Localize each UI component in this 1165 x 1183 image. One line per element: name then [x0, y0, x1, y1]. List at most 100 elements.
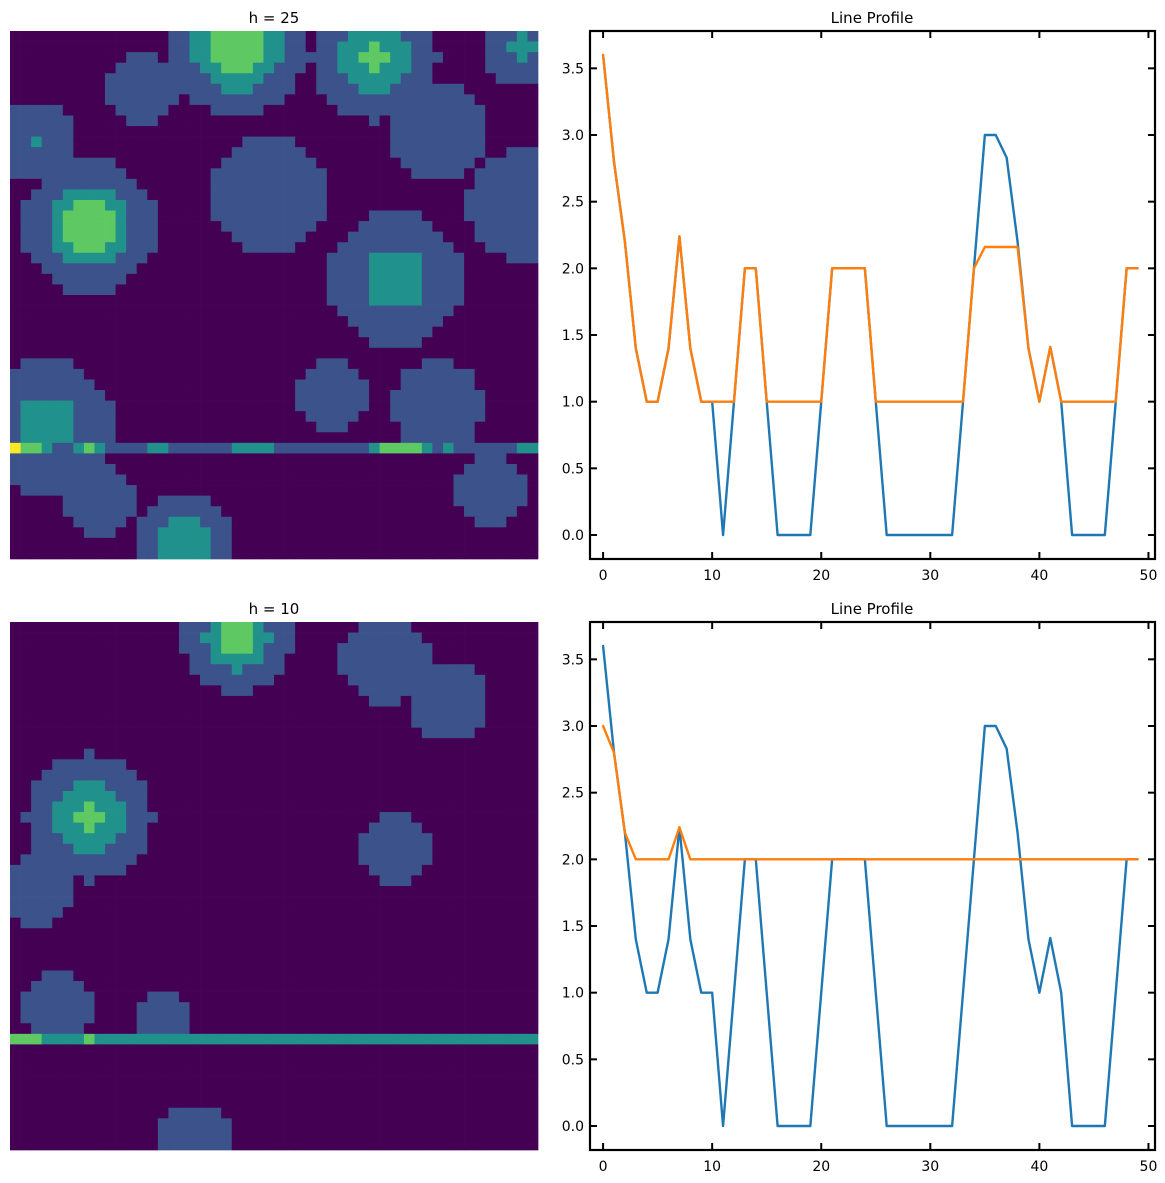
heatmap-cell — [263, 695, 275, 707]
heatmap-cell — [442, 685, 454, 697]
heatmap-cell — [400, 126, 412, 137]
heatmap-cell — [178, 822, 190, 834]
heatmap-cell — [516, 896, 528, 908]
heatmap-cell — [390, 622, 402, 633]
heatmap-cell — [274, 1097, 285, 1109]
heatmap-cell — [62, 516, 74, 528]
heatmap-cell — [453, 453, 465, 465]
heatmap-cell — [221, 991, 233, 1003]
heatmap-cell — [126, 632, 138, 644]
heatmap-cell — [442, 632, 454, 644]
heatmap-cell — [432, 790, 444, 802]
heatmap-cell — [210, 485, 222, 496]
heatmap-cell — [369, 1076, 380, 1087]
heatmap-cell — [516, 854, 528, 866]
heatmap-cell — [41, 189, 53, 201]
heatmap-cell — [31, 981, 43, 992]
heatmap-cell — [20, 126, 32, 137]
heatmap-cell — [168, 189, 180, 201]
heatmap-cell — [263, 854, 275, 866]
heatmap-cell — [10, 199, 21, 211]
heatmap-cell — [527, 537, 539, 549]
heatmap-cell — [10, 506, 21, 518]
heatmap-cell — [442, 379, 454, 391]
heatmap-cell — [474, 295, 486, 306]
heatmap-cell — [52, 326, 64, 338]
heatmap-cell — [115, 31, 127, 42]
heatmap-cell — [83, 1086, 95, 1098]
heatmap-cell — [147, 337, 159, 349]
heatmap-cell — [147, 1012, 159, 1024]
heatmap-cell — [62, 411, 74, 423]
heatmap-cell — [83, 643, 95, 655]
profile-row-cell — [390, 1033, 402, 1045]
heatmap-cell — [136, 706, 148, 718]
heatmap-cell — [242, 1065, 254, 1077]
heatmap-cell — [105, 527, 116, 539]
heatmap-cell — [379, 210, 391, 222]
heatmap-cell — [506, 991, 518, 1003]
heatmap-cell — [115, 305, 127, 317]
heatmap-cell — [41, 147, 53, 159]
heatmap-cell — [178, 886, 190, 897]
heatmap-cell — [10, 896, 21, 908]
heatmap-cell — [506, 664, 518, 676]
heatmap-cell — [274, 959, 285, 971]
heatmap-cell — [263, 516, 275, 528]
heatmap-cell — [73, 326, 85, 338]
heatmap-cell — [94, 326, 106, 338]
heatmap-cell — [274, 495, 285, 507]
heatmap-cell — [94, 959, 106, 971]
heatmap-cell — [136, 1054, 148, 1066]
heatmap-cell — [231, 886, 243, 897]
heatmap-cell — [411, 548, 423, 560]
heatmap-cell — [495, 31, 507, 42]
profile-row-cell — [200, 442, 211, 454]
heatmap-cell — [400, 411, 412, 423]
heatmap-cell — [337, 516, 349, 528]
heatmap-cell — [73, 126, 85, 137]
heatmap-cell — [252, 917, 264, 929]
heatmap-cell — [485, 421, 497, 433]
heatmap-cell — [221, 1107, 233, 1119]
heatmap-cell — [379, 1023, 391, 1035]
heatmap-cell — [136, 284, 148, 296]
heatmap-cell — [126, 168, 138, 180]
heatmap-cell — [305, 706, 317, 718]
heatmap-cell — [105, 1097, 116, 1109]
heatmap-cell — [20, 252, 32, 264]
heatmap-cell — [52, 632, 64, 644]
heatmap-cell — [231, 189, 243, 201]
heatmap-cell — [326, 1002, 338, 1014]
heatmap-cell — [231, 949, 243, 961]
heatmap-cell — [31, 231, 43, 243]
heatmap-cell — [442, 358, 454, 370]
heatmap-cell — [485, 284, 497, 296]
heatmap-cell — [464, 62, 475, 74]
heatmap-cell — [337, 474, 349, 486]
heatmap-cell — [506, 178, 518, 190]
heatmap-cell — [200, 104, 211, 116]
x-tick-label: 10 — [703, 568, 721, 584]
heatmap-cell — [442, 463, 454, 475]
heatmap-cell — [305, 62, 317, 74]
heatmap-cell — [210, 706, 222, 718]
heatmap-cell — [10, 727, 21, 739]
heatmap-cell — [442, 759, 454, 771]
heatmap-cell — [62, 1097, 74, 1109]
heatmap-cell — [73, 168, 85, 180]
heatmap-cell — [527, 368, 539, 380]
heatmap-cell — [358, 147, 370, 159]
heatmap-cell — [178, 938, 190, 950]
heatmap-cell — [73, 421, 85, 433]
heatmap-cell — [337, 959, 349, 971]
heatmap-cell — [10, 717, 21, 728]
heatmap-cell — [453, 31, 465, 42]
heatmap-cell — [200, 727, 211, 739]
heatmap-cell — [252, 506, 264, 518]
heatmap-cell — [358, 358, 370, 370]
heatmap-cell — [495, 843, 507, 855]
heatmap-cell — [263, 759, 275, 771]
heatmap-cell — [20, 685, 32, 697]
heatmap-cell — [41, 41, 53, 53]
